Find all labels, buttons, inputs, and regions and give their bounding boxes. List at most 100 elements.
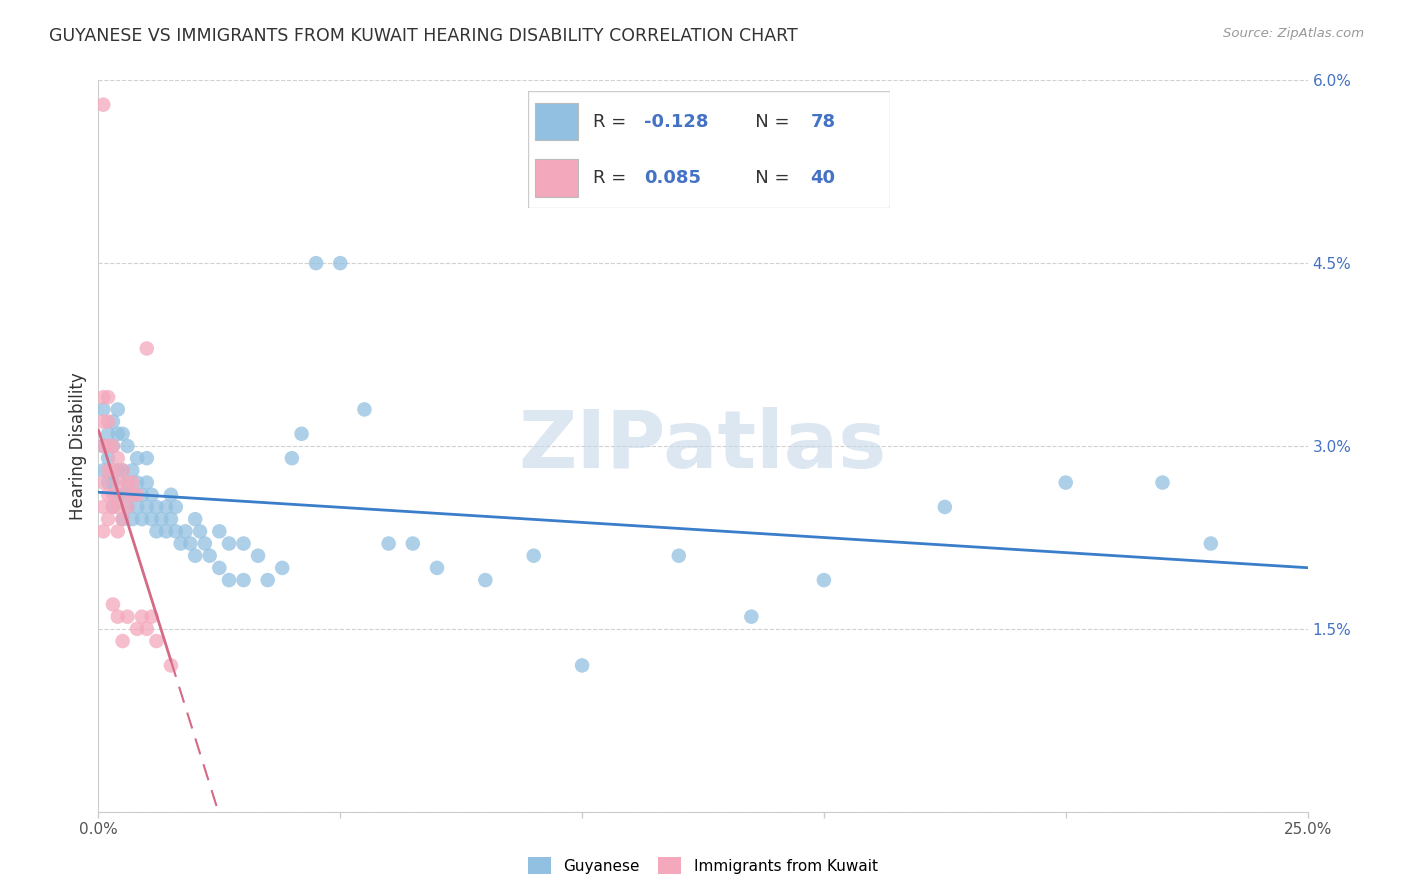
Point (91, 475, 114, 490)
Point (107, 426, 129, 441)
Point (474, 573, 496, 587)
Text: ZIPatlas: ZIPatlas (519, 407, 887, 485)
Point (91, 500, 114, 514)
Point (111, 512, 134, 526)
Point (121, 488, 143, 502)
Point (127, 451, 149, 466)
Point (111, 463, 134, 477)
Point (218, 536, 240, 550)
Point (131, 488, 153, 502)
Point (127, 475, 149, 490)
Point (426, 561, 449, 575)
Point (160, 512, 183, 526)
Point (256, 573, 278, 587)
Point (179, 536, 201, 550)
Point (97, 512, 120, 526)
Point (198, 549, 221, 563)
Point (135, 475, 157, 490)
Point (194, 536, 217, 550)
Point (91, 439, 114, 453)
Point (127, 622, 149, 636)
Point (97, 475, 120, 490)
Point (107, 524, 129, 539)
Point (329, 256, 352, 270)
Point (813, 573, 835, 587)
Point (107, 500, 129, 514)
Point (141, 488, 163, 502)
Point (523, 549, 546, 563)
Point (135, 622, 157, 636)
Point (169, 536, 191, 550)
Point (281, 451, 304, 466)
Point (91, 415, 114, 429)
Point (91, 97, 114, 112)
Point (155, 500, 177, 514)
Point (145, 634, 167, 648)
Point (91, 402, 114, 417)
Point (160, 488, 183, 502)
Point (934, 500, 956, 514)
Point (1199, 536, 1222, 550)
Point (107, 609, 129, 624)
Text: GUYANESE VS IMMIGRANTS FROM KUWAIT HEARING DISABILITY CORRELATION CHART: GUYANESE VS IMMIGRANTS FROM KUWAIT HEARI… (49, 27, 799, 45)
Text: Source: ZipAtlas.com: Source: ZipAtlas.com (1223, 27, 1364, 40)
Point (97, 463, 120, 477)
Legend: Guyanese, Immigrants from Kuwait: Guyanese, Immigrants from Kuwait (523, 851, 883, 880)
Point (218, 573, 240, 587)
Point (184, 549, 207, 563)
Point (740, 609, 762, 624)
Point (107, 488, 129, 502)
Point (155, 524, 177, 539)
Point (111, 634, 134, 648)
Point (290, 426, 312, 441)
Point (111, 463, 134, 477)
Point (305, 256, 328, 270)
Point (101, 463, 124, 477)
Point (97, 415, 120, 429)
Point (117, 439, 139, 453)
Point (160, 658, 183, 673)
Point (135, 451, 157, 466)
Point (101, 598, 124, 612)
Point (1054, 475, 1077, 490)
Point (111, 488, 134, 502)
Point (91, 463, 114, 477)
Point (127, 488, 149, 502)
Point (402, 536, 425, 550)
Point (111, 488, 134, 502)
Point (247, 549, 270, 563)
Point (121, 475, 143, 490)
Point (117, 500, 139, 514)
Point (91, 524, 114, 539)
Point (101, 500, 124, 514)
Point (141, 512, 163, 526)
Point (165, 500, 187, 514)
Point (117, 500, 139, 514)
Point (121, 512, 143, 526)
Point (174, 524, 197, 539)
Point (107, 463, 129, 477)
Point (101, 475, 124, 490)
Point (101, 415, 124, 429)
Point (97, 488, 120, 502)
Point (111, 512, 134, 526)
Point (353, 402, 375, 417)
Y-axis label: Hearing Disability: Hearing Disability (69, 372, 87, 520)
Point (135, 342, 157, 356)
Point (131, 609, 153, 624)
Point (141, 609, 163, 624)
Point (145, 524, 167, 539)
Point (117, 475, 139, 490)
Point (101, 439, 124, 453)
Point (101, 439, 124, 453)
Point (107, 475, 129, 490)
Point (97, 390, 120, 404)
Point (91, 439, 114, 453)
Point (1152, 475, 1174, 490)
Point (97, 426, 120, 441)
Point (107, 402, 129, 417)
Point (232, 536, 254, 550)
Point (121, 488, 143, 502)
Point (101, 500, 124, 514)
Point (107, 451, 129, 466)
